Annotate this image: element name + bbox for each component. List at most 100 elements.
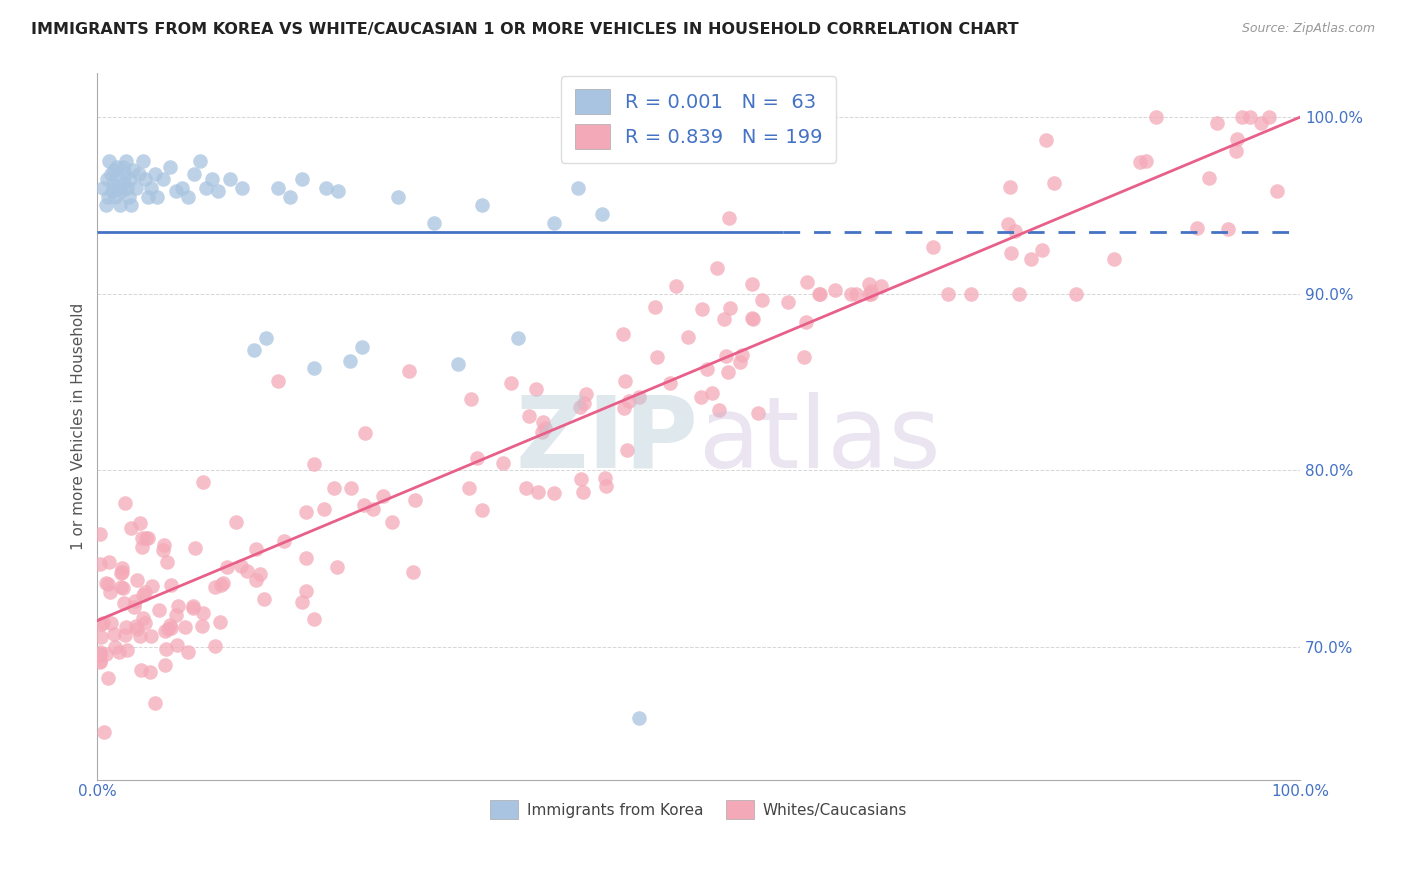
Point bbox=[398, 363, 420, 377]
Point bbox=[1043, 177, 1066, 191]
Point bbox=[387, 189, 409, 203]
Point bbox=[131, 611, 153, 625]
Point bbox=[143, 167, 166, 181]
Point bbox=[157, 622, 180, 636]
Point bbox=[676, 330, 699, 344]
Point bbox=[207, 185, 229, 199]
Point bbox=[118, 172, 141, 186]
Point bbox=[153, 538, 176, 552]
Point bbox=[1185, 220, 1208, 235]
Point bbox=[1239, 110, 1261, 124]
Point bbox=[751, 293, 773, 308]
Point bbox=[350, 340, 373, 354]
Point bbox=[267, 181, 290, 195]
Point bbox=[98, 585, 121, 599]
Point bbox=[796, 275, 818, 289]
Point bbox=[508, 331, 530, 345]
Point bbox=[114, 496, 136, 510]
Point bbox=[647, 351, 669, 365]
Point bbox=[824, 283, 846, 297]
Point bbox=[94, 647, 117, 661]
Point bbox=[115, 643, 138, 657]
Point bbox=[204, 580, 226, 594]
Point bbox=[110, 566, 132, 580]
Point bbox=[236, 564, 259, 578]
Point bbox=[323, 481, 346, 495]
Point bbox=[170, 181, 193, 195]
Point bbox=[148, 603, 170, 617]
Point bbox=[707, 402, 730, 417]
Point bbox=[460, 392, 482, 406]
Text: IMMIGRANTS FROM KOREA VS WHITE/CAUCASIAN 1 OR MORE VEHICLES IN HOUSEHOLD CORRELA: IMMIGRANTS FROM KOREA VS WHITE/CAUCASIAN… bbox=[31, 22, 1018, 37]
Point bbox=[101, 185, 124, 199]
Point bbox=[249, 567, 271, 582]
Point bbox=[569, 400, 592, 414]
Point bbox=[794, 315, 817, 329]
Point bbox=[492, 456, 515, 470]
Point bbox=[499, 376, 522, 390]
Point bbox=[208, 615, 231, 629]
Point bbox=[575, 386, 598, 401]
Point bbox=[1102, 252, 1125, 266]
Point bbox=[176, 189, 198, 203]
Point bbox=[124, 600, 146, 615]
Point bbox=[314, 502, 336, 516]
Point bbox=[1031, 243, 1053, 257]
Point bbox=[201, 172, 224, 186]
Point bbox=[716, 349, 738, 363]
Point bbox=[152, 172, 174, 186]
Point bbox=[402, 565, 425, 579]
Point bbox=[1258, 110, 1281, 124]
Point bbox=[1019, 252, 1042, 266]
Point bbox=[614, 374, 637, 388]
Point bbox=[1000, 246, 1022, 260]
Point bbox=[291, 595, 314, 609]
Point bbox=[110, 185, 132, 199]
Point bbox=[209, 577, 232, 591]
Point bbox=[125, 181, 148, 195]
Point bbox=[465, 450, 488, 465]
Point bbox=[1267, 184, 1289, 198]
Point bbox=[134, 172, 156, 186]
Point bbox=[291, 172, 314, 186]
Point bbox=[1198, 171, 1220, 186]
Point bbox=[713, 311, 735, 326]
Point bbox=[533, 421, 555, 435]
Text: atlas: atlas bbox=[699, 392, 941, 489]
Point bbox=[741, 311, 763, 326]
Point bbox=[302, 612, 325, 626]
Point bbox=[131, 540, 153, 554]
Point bbox=[139, 665, 162, 680]
Point bbox=[998, 180, 1021, 194]
Point bbox=[361, 502, 384, 516]
Point bbox=[112, 597, 135, 611]
Point bbox=[129, 629, 152, 643]
Point bbox=[96, 172, 118, 186]
Point bbox=[159, 160, 181, 174]
Point bbox=[1004, 224, 1026, 238]
Point bbox=[212, 576, 235, 591]
Point bbox=[125, 619, 148, 633]
Point bbox=[136, 531, 159, 545]
Point bbox=[108, 172, 131, 186]
Point bbox=[295, 584, 318, 599]
Point bbox=[617, 394, 640, 409]
Point bbox=[471, 502, 494, 516]
Point bbox=[869, 278, 891, 293]
Point bbox=[340, 482, 363, 496]
Point bbox=[115, 154, 138, 169]
Point bbox=[139, 629, 162, 643]
Point bbox=[141, 181, 163, 195]
Point bbox=[93, 181, 115, 195]
Point bbox=[155, 642, 177, 657]
Point bbox=[165, 185, 187, 199]
Point bbox=[695, 362, 717, 376]
Point bbox=[1135, 153, 1157, 168]
Point bbox=[353, 498, 375, 512]
Point bbox=[921, 239, 943, 253]
Point bbox=[225, 516, 247, 530]
Point bbox=[177, 645, 200, 659]
Point bbox=[98, 555, 121, 569]
Point bbox=[628, 390, 651, 404]
Point bbox=[128, 516, 150, 530]
